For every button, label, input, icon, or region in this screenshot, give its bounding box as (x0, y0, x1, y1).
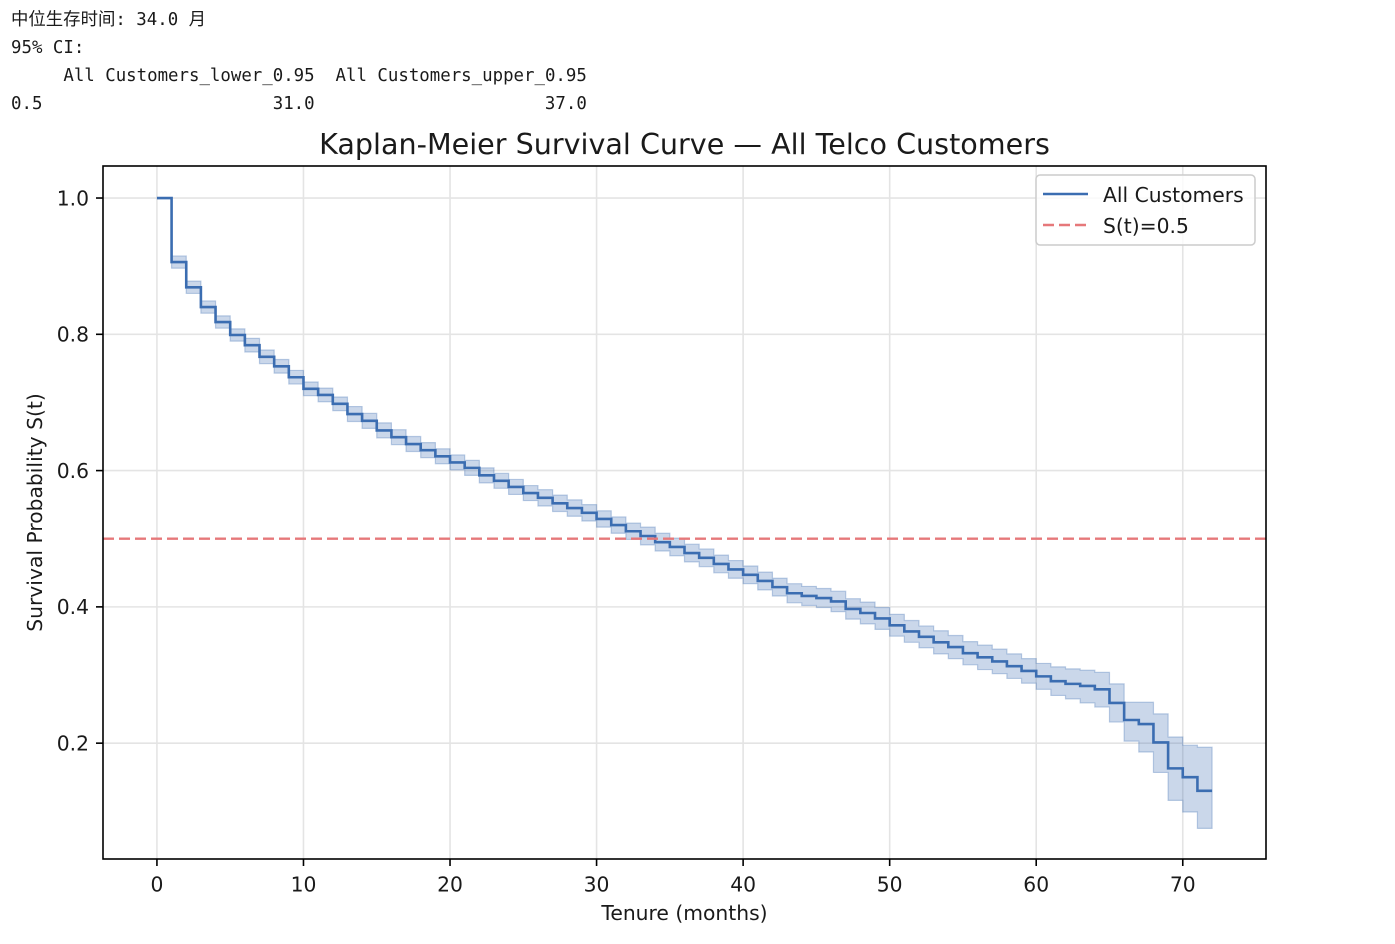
ci-row-index: 0.5 (11, 94, 43, 114)
ci-upper-value: 37.0 (544, 94, 587, 114)
ci-lower-value: 31.0 (272, 94, 315, 114)
plot-area (103, 196, 1266, 829)
x-tick-label: 70 (1170, 873, 1196, 897)
x-tick-label: 50 (877, 873, 903, 897)
median-survival-text: 中位生存时间: 34.0 月 (11, 10, 207, 30)
axis-ticks: 0 10 20 30 40 50 60 70 0.2 0.4 0.6 0.8 1.0 (57, 186, 1196, 896)
y-tick-label: 0.8 (57, 323, 89, 347)
axes-background (103, 166, 1266, 859)
legend-label-all-customers: All Customers (1103, 183, 1244, 207)
x-tick-label: 0 (150, 873, 163, 897)
survival-curve-line (156, 196, 1213, 793)
ci-table-header: All Customers_lower_0.95 All Customers_up… (11, 62, 587, 90)
axes-frame (102, 165, 1267, 860)
legend-label-median-reference: S(t)=0.5 (1103, 214, 1189, 238)
ci-heading: 95% CI: (11, 38, 85, 58)
y-tick-label: 0.4 (57, 595, 89, 619)
legend: All Customers S(t)=0.5 (1035, 174, 1256, 246)
ci-column-lower-header: All Customers_lower_0.95 (63, 66, 315, 86)
cell-text-output: 中位生存时间: 34.0 月 95% CI: All Customers_low… (11, 6, 587, 118)
x-tick-label: 40 (730, 873, 756, 897)
confidence-band (156, 197, 1213, 829)
grid (103, 166, 1266, 859)
ci-table-row: 0.5 31.0 37.0 (11, 90, 587, 118)
y-tick-label: 1.0 (57, 186, 89, 210)
y-axis-label: Survival Probability S(t) (23, 393, 47, 632)
x-axis-label: Tenure (months) (600, 901, 767, 925)
x-tick-label: 60 (1023, 873, 1049, 897)
y-tick-label: 0.2 (57, 731, 89, 755)
legend-frame (1035, 174, 1256, 246)
x-tick-label: 20 (437, 873, 463, 897)
y-tick-label: 0.6 (57, 459, 89, 483)
x-tick-label: 30 (584, 873, 610, 897)
x-tick-label: 10 (291, 873, 317, 897)
ci-column-upper-header: All Customers_upper_0.95 (335, 66, 587, 86)
chart-title: Kaplan-Meier Survival Curve — All Telco … (319, 127, 1050, 161)
